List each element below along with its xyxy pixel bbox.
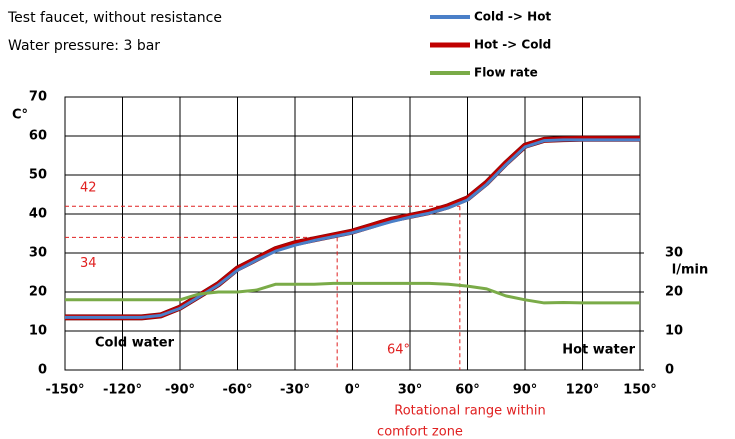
x-tick-label: -60° bbox=[223, 383, 253, 398]
y-tick-label: 10 bbox=[29, 324, 47, 339]
reference-label: 34 bbox=[80, 256, 97, 271]
legend-label: Flow rate bbox=[474, 66, 538, 80]
y-tick-label: 30 bbox=[29, 246, 47, 261]
x-tick-label: 90° bbox=[513, 383, 538, 398]
y-tick-label: 0 bbox=[38, 363, 47, 378]
range-label: 64° bbox=[387, 343, 410, 358]
y2-axis-label: l/min bbox=[672, 263, 708, 278]
x-tick-label: 60° bbox=[455, 383, 480, 398]
y2-tick-label: 30 bbox=[665, 246, 683, 261]
x-axis-label: comfort zone bbox=[377, 425, 463, 439]
x-tick-label: 30° bbox=[398, 383, 423, 398]
y-tick-label: 70 bbox=[29, 90, 47, 105]
y-tick-label: 20 bbox=[29, 285, 47, 300]
x-tick-label: 120° bbox=[566, 383, 600, 398]
y2-tick-label: 20 bbox=[665, 285, 683, 300]
y-tick-label: 50 bbox=[29, 168, 47, 183]
y2-tick-label: 10 bbox=[665, 324, 683, 339]
chart-subtitle: Water pressure: 3 bar bbox=[8, 38, 160, 54]
series-line bbox=[65, 281, 640, 305]
x-tick-label: -120° bbox=[103, 383, 142, 398]
x-tick-label: 0° bbox=[345, 383, 361, 398]
legend-label: Hot -> Cold bbox=[474, 38, 551, 52]
y-tick-label: 60 bbox=[29, 129, 47, 144]
annotation: Hot water bbox=[562, 343, 635, 358]
chart-title: Test faucet, without resistance bbox=[7, 10, 222, 26]
legend-label: Cold -> Hot bbox=[474, 10, 551, 24]
series-line bbox=[65, 138, 640, 319]
x-tick-label: -90° bbox=[165, 383, 195, 398]
annotation: Cold water bbox=[95, 336, 175, 351]
x-tick-label: -150° bbox=[45, 383, 84, 398]
y-axis-label: C° bbox=[12, 108, 28, 123]
x-tick-label: -30° bbox=[280, 383, 310, 398]
y-tick-label: 40 bbox=[29, 207, 47, 222]
reference-label: 42 bbox=[80, 181, 97, 196]
x-axis-label: Rotational range within bbox=[394, 404, 545, 419]
x-tick-label: 150° bbox=[623, 383, 657, 398]
y2-tick-label: 0 bbox=[665, 363, 674, 378]
